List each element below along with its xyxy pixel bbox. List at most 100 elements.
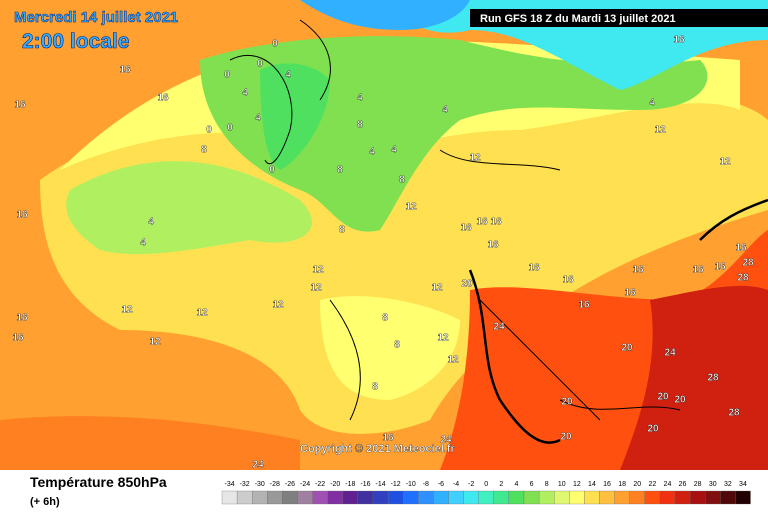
legend-swatch (221, 490, 238, 505)
footer-title: Température 850hPa (30, 474, 167, 490)
legend-swatch (644, 490, 661, 505)
contour-label: 12 (121, 305, 133, 316)
contour-label: 16 (119, 65, 131, 76)
contour-label: 20 (647, 424, 659, 435)
legend-label: -6 (438, 481, 444, 488)
contour-label: 16 (578, 300, 590, 311)
contour-label: 12 (437, 333, 449, 344)
contour-label: 4 (148, 217, 154, 228)
contour-label: 8 (201, 145, 207, 156)
legend-swatch (689, 490, 706, 505)
contour-label: 16 (714, 262, 726, 273)
legend-swatch (403, 490, 419, 505)
contour-label: 8 (337, 165, 343, 176)
contour-label: 28 (742, 258, 754, 269)
contour-label: 20 (461, 279, 473, 290)
contour-label: 8 (372, 382, 378, 393)
legend-swatch (674, 490, 691, 505)
legend-swatch (599, 490, 615, 505)
contour-label: 12 (447, 355, 459, 366)
legend-swatch (478, 490, 494, 505)
contour-label: 4 (357, 93, 363, 104)
legend-swatch (433, 490, 449, 505)
legend-label: -12 (391, 481, 401, 488)
contour-label: 12 (719, 157, 731, 168)
legend-swatch (720, 490, 736, 505)
contour-label: 20 (657, 392, 669, 403)
contour-label: 0 (206, 125, 212, 136)
legend-swatch (387, 490, 404, 505)
legend-swatch (493, 490, 510, 505)
contour-label: 4 (242, 88, 248, 99)
contour-label: 20 (674, 395, 686, 406)
contour-label: 12 (469, 153, 481, 164)
legend-swatch (554, 490, 570, 505)
legend-label: 14 (588, 481, 596, 488)
legend-swatch (463, 490, 479, 505)
legend-label: 10 (558, 481, 566, 488)
contour-label: 16 (692, 265, 704, 276)
contour-label: 8 (339, 225, 345, 236)
contour-label: 20 (560, 432, 572, 443)
contour-label: 24 (440, 435, 452, 446)
legend-label: 16 (603, 481, 611, 488)
legend-swatch (614, 490, 630, 505)
legend-label: 24 (664, 481, 672, 488)
contour-label: 0 (269, 165, 275, 176)
contour-label: 28 (737, 273, 749, 284)
contour-label: 8 (394, 340, 400, 351)
contour-label: 16 (157, 93, 169, 104)
contour-label: 0 (224, 70, 230, 81)
contour-label: 16 (382, 433, 394, 444)
contour-label: 24 (252, 460, 264, 471)
contour-label: 0 (272, 39, 278, 50)
contour-label: 4 (649, 98, 655, 109)
legend-swatch (659, 490, 676, 505)
legend-swatch (312, 490, 328, 505)
legend-label: -24 (300, 481, 310, 488)
legend-label: 2 (499, 481, 503, 488)
legend-label: 34 (739, 481, 747, 488)
date: Mercredi 14 juillet 2021 (14, 9, 178, 26)
legend-swatch (538, 490, 555, 505)
legend-swatch (252, 490, 268, 505)
contour-label: 24 (493, 322, 505, 333)
color-legend: -34 -32 -30 -28 -26 -24 -22 -20 -18 -16 -14 -12 -10-… (221, 481, 751, 505)
contour-label: 16 (476, 217, 488, 228)
contour-label: 8 (357, 120, 363, 131)
legend-label: 26 (679, 481, 687, 488)
contour-label: 8 (382, 313, 388, 324)
legend-label: -22 (315, 481, 325, 488)
contour-label: 4 (285, 70, 291, 81)
legend-label: -18 (345, 481, 355, 488)
contour-label: 4 (255, 113, 261, 124)
copyright: Copyright © 2021 Meteociel.fr (300, 443, 456, 455)
legend-label: 12 (573, 481, 581, 488)
legend-label: 4 (514, 481, 518, 488)
legend-label: -34 (224, 481, 234, 488)
legend-swatch (569, 490, 585, 505)
legend-label: -10 (406, 481, 416, 488)
contour-label: 16 (490, 217, 502, 228)
run-box (470, 9, 768, 27)
legend-label: 22 (648, 481, 656, 488)
contour-label: 0 (227, 123, 233, 134)
contour-label: 16 (487, 240, 499, 251)
legend-label: 6 (530, 481, 534, 488)
legend-swatch (629, 490, 645, 505)
legend-label: 0 (484, 481, 488, 488)
legend-swatch (357, 490, 374, 505)
legend-swatch (418, 490, 434, 505)
legend-swatch (327, 490, 343, 505)
legend-swatch (297, 490, 313, 505)
legend-label: -4 (453, 481, 459, 488)
legend-label: -30 (255, 481, 265, 488)
contour-label: 20 (561, 397, 573, 408)
legend-label: 32 (724, 481, 732, 488)
contour-label: 12 (431, 283, 443, 294)
legend-label: -26 (285, 481, 295, 488)
contour-label: 16 (632, 265, 644, 276)
contour-label: 24 (664, 348, 676, 359)
contour-label: 4 (391, 145, 397, 156)
